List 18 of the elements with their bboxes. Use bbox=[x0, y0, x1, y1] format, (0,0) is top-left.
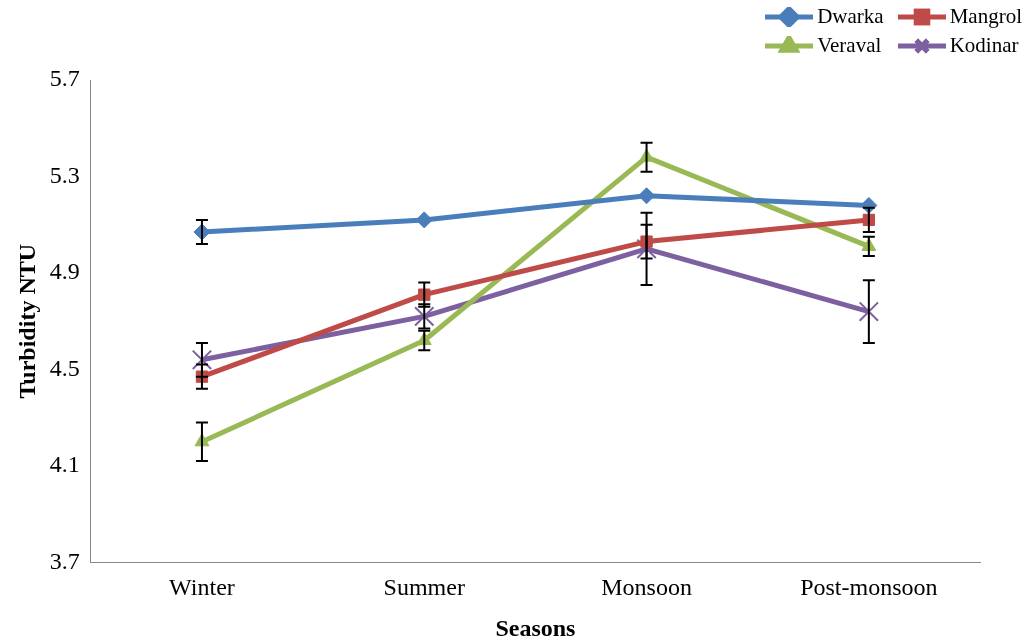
y-tick-label: 5.7 bbox=[49, 65, 80, 92]
y-tick-label: 4.1 bbox=[49, 451, 80, 478]
y-tick-label: 4.9 bbox=[49, 258, 80, 285]
point bbox=[858, 301, 880, 322]
x-tick-label: Monsoon bbox=[601, 574, 692, 601]
legend-label: Mangrol bbox=[949, 4, 1022, 29]
legend-label: Veraval bbox=[817, 33, 882, 58]
legend-label: Kodinar bbox=[949, 33, 1019, 58]
x-tick-label: Post-monsoon bbox=[800, 574, 938, 601]
y-axis-title: Turbidity NTU bbox=[13, 243, 40, 399]
legend-label: Dwarka bbox=[817, 4, 884, 29]
x-tick-label: Summer bbox=[383, 574, 465, 601]
y-tick-label: 5.3 bbox=[49, 161, 80, 188]
y-tick-label: 4.5 bbox=[49, 354, 80, 381]
point bbox=[191, 349, 213, 370]
y-tick-label: 3.7 bbox=[49, 547, 80, 574]
x-tick-label: Winter bbox=[169, 574, 235, 601]
x-axis-title: Seasons bbox=[495, 614, 576, 641]
